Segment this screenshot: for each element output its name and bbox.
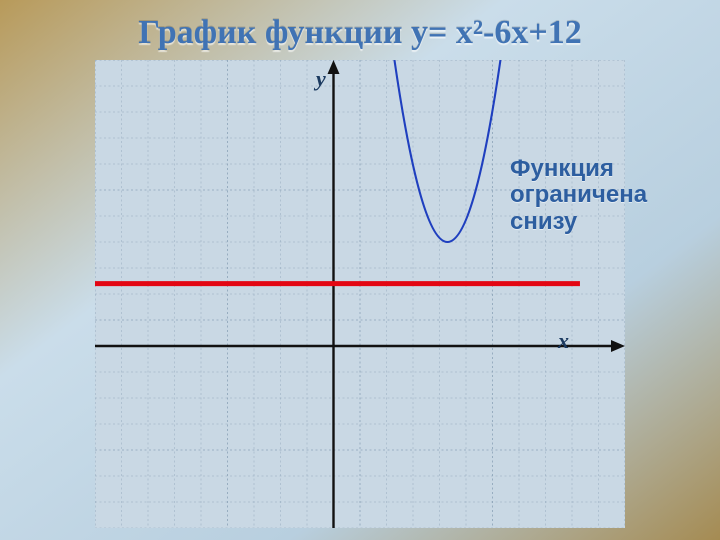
slide: График функции y= x²-6x+12 Функцияограни…: [0, 0, 720, 540]
chart-area: [95, 60, 625, 528]
chart-svg: [95, 60, 625, 528]
